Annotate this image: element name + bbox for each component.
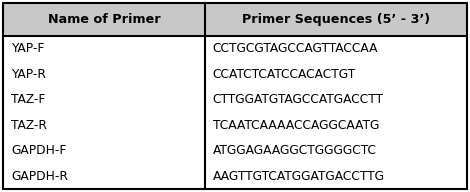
Text: TAZ-R: TAZ-R — [11, 119, 47, 132]
Text: YAP-R: YAP-R — [11, 68, 46, 81]
Text: CCTGCGTAGCCAGTTACCAA: CCTGCGTAGCCAGTTACCAA — [213, 42, 378, 55]
Text: Primer Sequences (5’ - 3’): Primer Sequences (5’ - 3’) — [242, 13, 430, 26]
Text: TAZ-F: TAZ-F — [11, 93, 46, 106]
Text: ATGGAGAAGGCTGGGGCTC: ATGGAGAAGGCTGGGGCTC — [213, 144, 377, 157]
Text: AAGTTGTCATGGATGACCTTG: AAGTTGTCATGGATGACCTTG — [213, 170, 385, 183]
Text: GAPDH-R: GAPDH-R — [11, 170, 68, 183]
Text: Name of Primer: Name of Primer — [47, 13, 160, 26]
Text: TCAATCAAAACCAGGCAATG: TCAATCAAAACCAGGCAATG — [213, 119, 379, 132]
Text: GAPDH-F: GAPDH-F — [11, 144, 66, 157]
Bar — [3, 3, 467, 36]
Text: CTTGGATGTAGCCATGACCTT: CTTGGATGTAGCCATGACCTT — [213, 93, 384, 106]
Text: YAP-F: YAP-F — [11, 42, 44, 55]
Text: CCATCTCATCCACACTGT: CCATCTCATCCACACTGT — [213, 68, 356, 81]
